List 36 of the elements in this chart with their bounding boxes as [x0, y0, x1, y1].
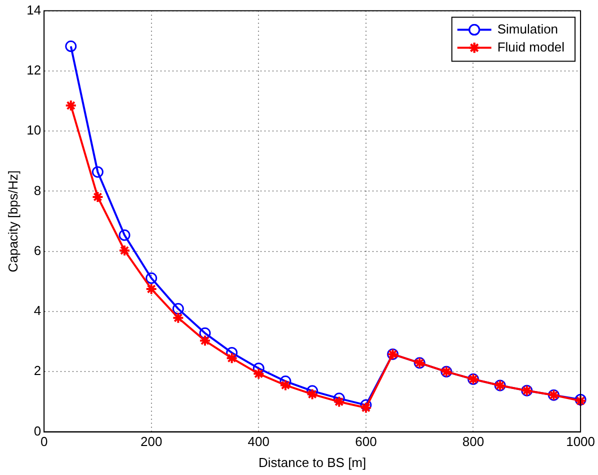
legend-label: Fluid model — [497, 39, 565, 54]
point — [118, 229, 130, 241]
point — [360, 402, 372, 414]
point — [145, 282, 158, 295]
x-tick-label: 1000 — [566, 434, 595, 450]
y-tick-label: 12 — [26, 62, 42, 78]
y-axis-title: Capacity [bps/Hz] — [5, 170, 20, 272]
y-tick-label: 6 — [34, 242, 42, 258]
y-tick-label: 2 — [34, 363, 42, 378]
point — [146, 272, 158, 284]
x-tick-label: 800 — [462, 434, 484, 450]
point — [64, 100, 77, 112]
legend-label: Simulation — [497, 21, 558, 36]
point — [199, 327, 211, 339]
point — [118, 244, 131, 256]
point — [226, 352, 238, 364]
y-tick-label: 4 — [34, 303, 42, 318]
point — [360, 399, 372, 411]
y-tick-label: 0 — [34, 423, 42, 438]
point — [333, 396, 346, 408]
point — [92, 166, 104, 178]
y-tick-label: 14 — [26, 2, 42, 18]
point — [92, 190, 104, 203]
y-tick-label: 10 — [26, 122, 42, 138]
x-axis-title: Distance to BS [m] — [258, 454, 366, 470]
point — [279, 379, 292, 392]
point — [199, 334, 212, 347]
point — [306, 388, 318, 400]
x-tick-label: 600 — [355, 434, 377, 450]
point — [172, 303, 184, 315]
x-tick-label: 200 — [140, 434, 162, 450]
x-tick-label: 400 — [248, 434, 270, 450]
point — [252, 368, 265, 380]
y-tick-label: 8 — [34, 182, 42, 198]
point — [172, 312, 184, 324]
point — [65, 40, 77, 52]
